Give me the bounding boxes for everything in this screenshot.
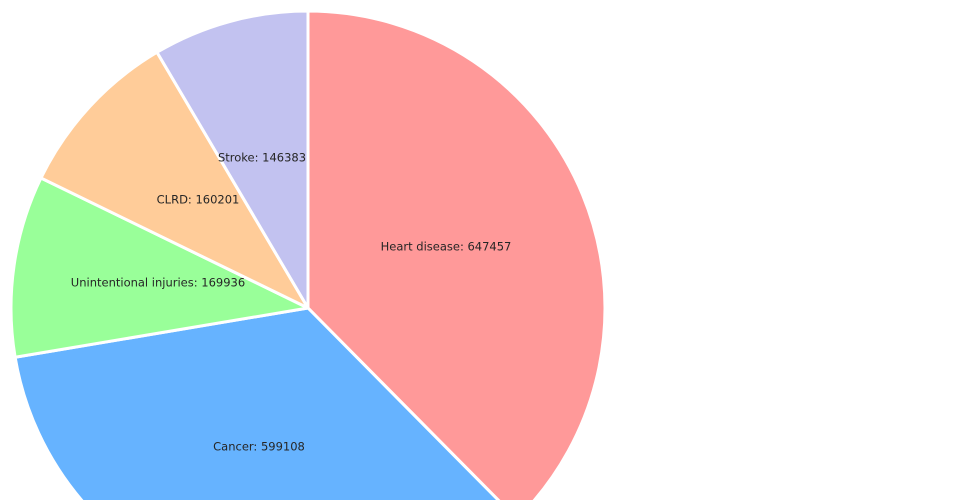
pie-slice-label-unintentional-injuries: Unintentional injuries: 169936	[71, 276, 245, 290]
pie-slice-label-heart-disease: Heart disease: 647457	[381, 240, 512, 254]
pie-slice-cancer[interactable]	[13, 306, 517, 500]
pie-slice-label-stroke: Stroke: 146383	[218, 151, 306, 165]
pie-slice-label-clrd: CLRD: 160201	[157, 193, 240, 207]
pie-slice-heart-disease[interactable]	[306, 9, 607, 500]
pie-slice-stroke[interactable]	[155, 9, 310, 310]
pie-labels-group: Heart disease: 647457 Cancer: 599108 Unint…	[71, 151, 512, 454]
pie-slice-unintentional-injuries[interactable]	[9, 176, 310, 359]
pie-slices-group	[9, 9, 607, 500]
pie-slice-label-cancer: Cancer: 599108	[213, 440, 305, 454]
pie-slice-clrd[interactable]	[39, 50, 310, 310]
